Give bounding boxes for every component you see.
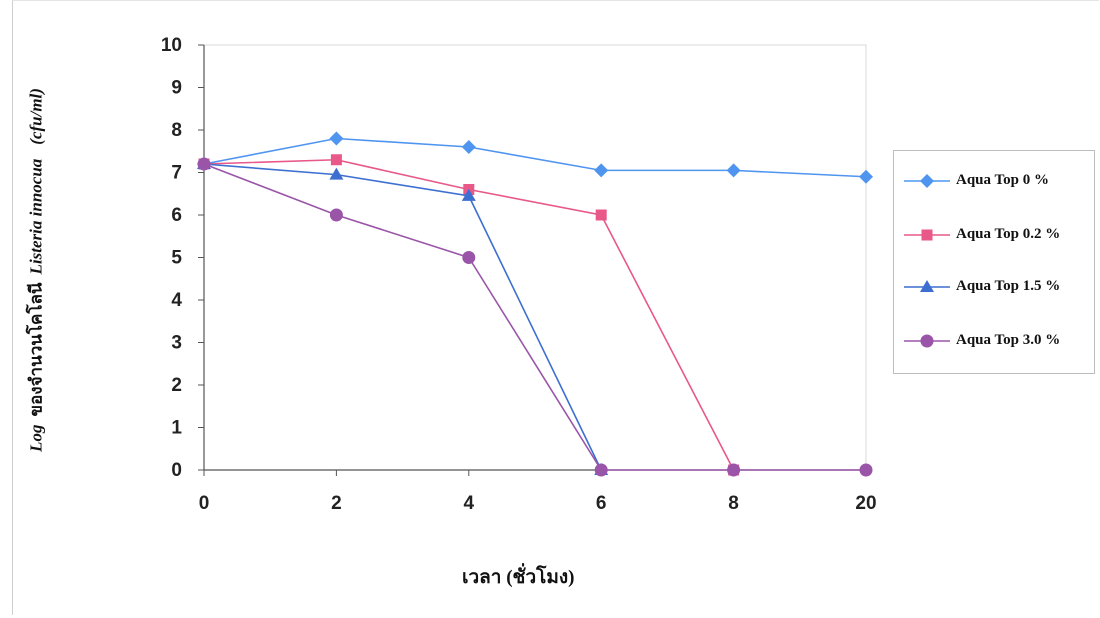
- legend-label-2: Aqua Top 1.5 %: [956, 278, 1061, 294]
- y-tick-label: 7: [171, 163, 182, 184]
- y-tick-label: 10: [161, 35, 182, 56]
- data-point-0-4: [726, 163, 741, 178]
- legend-symbol-0: [920, 174, 934, 188]
- legend-item-1: Aqua Top 0.2 %: [894, 223, 1094, 247]
- series-line-3: [203, 163, 866, 471]
- series-1: [198, 154, 740, 476]
- legend-symbol-1: [921, 229, 933, 241]
- data-point-2-1: [329, 167, 344, 180]
- legend-marker-1: [904, 229, 950, 241]
- legend-symbol-2: [920, 280, 934, 292]
- series-line-1: [203, 158, 735, 471]
- data-point-0-2: [461, 140, 476, 154]
- x-axis-label: เวลา (ชั่วโมง): [462, 567, 575, 588]
- legend-label-1: Aqua Top 0.2 %: [956, 226, 1061, 242]
- y-tick-label: 9: [171, 78, 182, 99]
- data-point-0-1: [329, 131, 344, 146]
- data-point-0-5: [859, 169, 873, 184]
- y-tick-label: 0: [171, 460, 182, 481]
- y-tick-label: 5: [171, 248, 182, 269]
- y-tick-label: 3: [171, 333, 182, 354]
- y-tick-label: 1: [171, 418, 182, 439]
- x-tick-label: 6: [596, 493, 607, 514]
- legend-label-3: Aqua Top 3.0 %: [956, 332, 1061, 348]
- y-label-thai: ของจำนวนโคโลนี: [26, 282, 46, 417]
- data-point-0-3: [594, 163, 609, 178]
- data-point-3-5: [859, 463, 873, 477]
- axes: [198, 44, 867, 476]
- series-line-0: [203, 137, 867, 178]
- series-3: [197, 157, 873, 477]
- legend-item-2: Aqua Top 1.5 %: [894, 275, 1094, 299]
- x-tick-label: 20: [855, 493, 876, 514]
- legend-label-0: Aqua Top 0 %: [956, 172, 1049, 188]
- data-point-2-2: [461, 188, 476, 201]
- data-point-1-1: [330, 154, 342, 166]
- legend: Aqua Top 0 % Aqua Top 0.2 % Aqua Top 1.5…: [893, 150, 1095, 374]
- legend-marker-0: [904, 174, 950, 188]
- y-tick-label: 8: [171, 120, 182, 141]
- x-tick-label: 0: [199, 493, 210, 514]
- data-point-3-0: [197, 157, 211, 171]
- legend-item-0: Aqua Top 0 %: [894, 169, 1094, 193]
- y-label-species: Listeria innocua: [26, 158, 46, 275]
- legend-marker-2: [904, 280, 950, 292]
- data-point-3-4: [727, 463, 741, 477]
- series-lines: [197, 131, 873, 477]
- data-point-3-2: [462, 251, 476, 264]
- series-0: [197, 131, 873, 184]
- y-tick-label: 2: [171, 375, 182, 396]
- y-tick-label: 4: [171, 290, 182, 311]
- data-point-3-1: [329, 208, 343, 222]
- data-point-1-3: [595, 209, 607, 221]
- series-line-2: [203, 163, 602, 471]
- gridlines: [203, 44, 867, 471]
- legend-symbol-3: [920, 334, 934, 348]
- plot-border: [203, 44, 867, 471]
- x-tick-labels: 0 2 4 6 8 20: [199, 493, 877, 514]
- legend-item-3: Aqua Top 3.0 %: [894, 329, 1094, 353]
- x-tick-label: 2: [331, 493, 342, 514]
- data-point-3-3: [594, 463, 608, 477]
- x-tick-label: 4: [464, 493, 475, 514]
- y-label-log: Log: [26, 424, 46, 452]
- chart-frame: [12, 0, 1099, 615]
- y-tick-label: 6: [171, 205, 182, 226]
- x-tick-label: 8: [728, 493, 739, 514]
- y-label-unit: (cfu/ml): [26, 88, 46, 145]
- y-axis-label: Log ของจำนวนโคโลนี Listeria innocua (cfu/ml…: [23, 88, 50, 452]
- y-tick-labels: 0 1 2 3 4 5 6 7 8 9 10: [161, 35, 183, 481]
- legend-marker-3: [904, 334, 950, 348]
